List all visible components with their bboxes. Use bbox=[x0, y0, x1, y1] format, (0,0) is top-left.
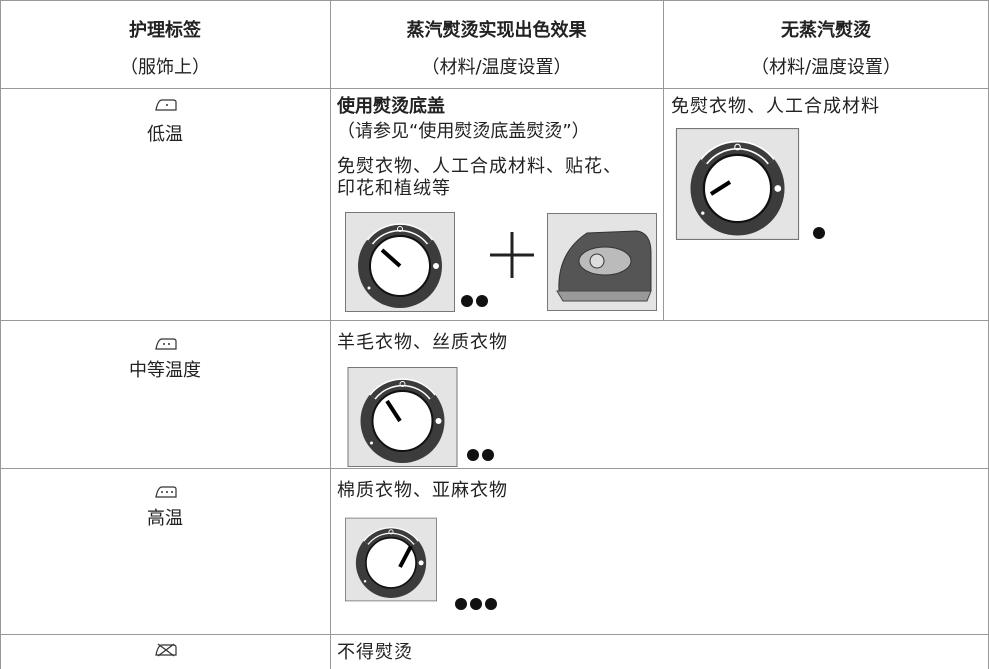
steam-text: 羊毛衣物、丝质衣物 bbox=[337, 332, 508, 353]
rule bbox=[330, 0, 331, 669]
header-cell: 无蒸汽熨烫 bbox=[781, 20, 871, 41]
steam-text: 免熨衣物、人工合成材料、贴花、印花和植绒等 bbox=[337, 156, 622, 199]
label: 高温 bbox=[147, 508, 183, 529]
header-cell: 护理标签 bbox=[129, 20, 201, 41]
rule bbox=[0, 320, 989, 321]
dots bbox=[813, 227, 825, 239]
steam-title: 使用熨烫底盖 bbox=[337, 96, 445, 117]
rule bbox=[663, 0, 664, 320]
header-cell: （服饰上） bbox=[120, 57, 210, 78]
rule bbox=[0, 634, 989, 635]
rule bbox=[0, 0, 989, 1]
dots bbox=[467, 449, 494, 461]
steam-text: 棉质衣物、亚麻衣物 bbox=[337, 480, 508, 501]
dial bbox=[345, 513, 437, 606]
care-symbol bbox=[154, 643, 178, 657]
steam-note: （请参见“使用熨烫底盖熨烫”） bbox=[337, 121, 590, 142]
rule bbox=[0, 0, 1, 669]
rule bbox=[0, 88, 989, 89]
dry-text: 免熨衣物、人工合成材料 bbox=[671, 96, 880, 117]
label: 低温 bbox=[147, 124, 183, 145]
dial bbox=[675, 128, 800, 240]
label: 中等温度 bbox=[129, 360, 201, 381]
care-symbol bbox=[154, 336, 178, 352]
care-symbol bbox=[154, 97, 178, 113]
dial bbox=[345, 212, 455, 312]
rule bbox=[0, 468, 989, 469]
plus bbox=[490, 232, 534, 278]
dial bbox=[345, 367, 460, 467]
header-cell: 蒸汽熨烫实现出色效果 bbox=[406, 20, 587, 41]
header-cell: （材料/温度设置） bbox=[750, 57, 902, 78]
dots bbox=[461, 295, 488, 307]
steam-text: 不得熨烫 bbox=[337, 642, 413, 663]
dots bbox=[455, 598, 497, 610]
header-cell: （材料/温度设置） bbox=[421, 57, 572, 78]
care-symbol bbox=[154, 484, 178, 500]
iron-cover bbox=[547, 213, 657, 311]
